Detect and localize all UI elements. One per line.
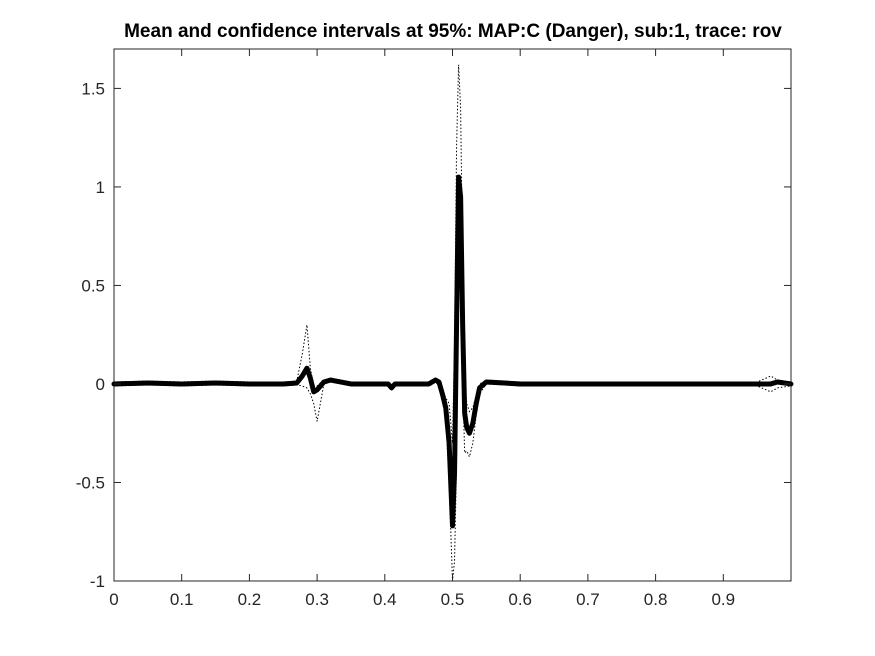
x-tick-label: 0.6 [508,590,532,609]
x-tick-label: 0 [109,590,118,609]
x-tick-label: 0.7 [576,590,600,609]
y-tick-label: 0 [96,375,105,394]
y-tick-label: -1 [90,572,105,591]
chart-title: Mean and confidence intervals at 95%: MA… [124,21,782,42]
ticks-layer: 0 0.1 0.2 0.3 0.4 0.5 0.6 0.7 0.8 0.9 -1 -0.5 0 0.5 1 1… [76,49,791,609]
x-tick-label: 0.8 [644,590,668,609]
series-layer [111,64,794,582]
x-tick-label: 0.9 [711,590,735,609]
x-tick-label: 0.5 [441,590,465,609]
y-tick-label: 1 [96,178,105,197]
x-tick-label: 0.1 [170,590,194,609]
y-tick-label: 0.5 [81,276,105,295]
x-tick-label: 0.4 [373,590,397,609]
y-tick-label: 1.5 [81,79,105,98]
mean-line [111,174,794,529]
y-tick-label: -0.5 [76,473,105,492]
x-tick-label: 0.3 [305,590,329,609]
x-tick-label: 0.2 [238,590,262,609]
